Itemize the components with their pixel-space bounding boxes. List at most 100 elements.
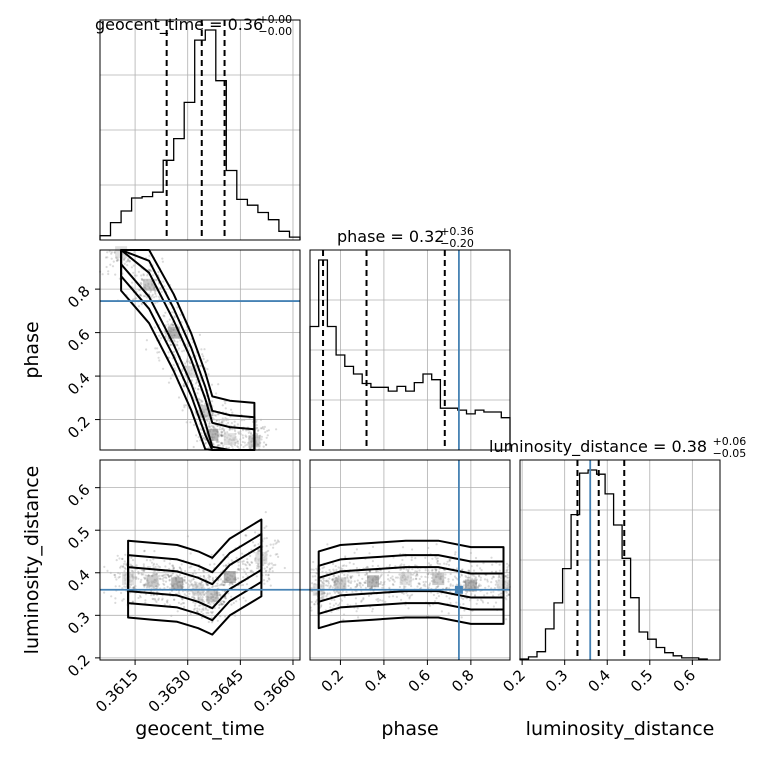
sample-point <box>343 564 346 567</box>
sample-point <box>505 618 508 621</box>
sample-point <box>505 570 508 573</box>
sample-point <box>363 581 366 584</box>
sample-point <box>213 414 216 417</box>
sample-point <box>346 577 349 580</box>
sample-point <box>185 594 188 597</box>
sample-point <box>122 565 125 568</box>
sample-point <box>204 441 207 444</box>
sample-point <box>183 349 186 352</box>
sample-point <box>208 422 211 425</box>
sample-point <box>432 593 435 597</box>
density-cell <box>464 579 477 592</box>
sample-point <box>332 575 335 578</box>
sample-point <box>217 383 220 386</box>
sample-point <box>197 595 200 599</box>
sample-points-layer <box>99 249 511 629</box>
sample-point <box>454 551 457 554</box>
sample-point <box>354 586 357 589</box>
sample-point <box>164 311 167 314</box>
sample-point <box>155 279 158 282</box>
sample-point <box>137 305 141 308</box>
sample-point <box>209 575 212 578</box>
title-upper-error: +0.00 <box>258 13 292 26</box>
sample-point <box>449 558 452 561</box>
sample-point <box>460 573 463 576</box>
sample-point <box>141 569 144 572</box>
sample-point <box>337 592 340 595</box>
sample-point <box>161 597 164 600</box>
sample-point <box>219 602 222 605</box>
sample-point <box>180 563 183 566</box>
sample-point <box>220 421 223 424</box>
sample-point <box>199 399 203 402</box>
sample-point <box>349 575 352 578</box>
sample-point <box>334 591 337 594</box>
sample-point <box>193 604 196 607</box>
sample-point <box>161 257 164 260</box>
sample-point <box>188 584 191 587</box>
sample-point <box>140 274 143 277</box>
sample-point <box>466 576 470 579</box>
sample-point <box>267 563 270 566</box>
sample-point <box>506 574 509 577</box>
sample-point <box>221 420 224 423</box>
sample-point <box>387 574 390 577</box>
sample-point <box>131 600 134 603</box>
sample-point <box>504 596 507 599</box>
sample-point <box>149 270 152 273</box>
sample-point <box>245 435 248 438</box>
sample-point <box>212 602 215 605</box>
sample-point <box>169 343 172 346</box>
sample-point <box>177 396 181 399</box>
sample-point <box>116 257 119 260</box>
sample-point <box>188 360 191 363</box>
sample-point <box>222 553 225 557</box>
sample-point <box>246 567 249 570</box>
sample-point <box>353 551 356 554</box>
sample-point <box>242 596 245 600</box>
sample-point <box>206 419 209 422</box>
sample-point <box>264 573 268 576</box>
sample-point <box>331 562 335 566</box>
sample-point <box>189 421 192 424</box>
sample-point <box>275 541 279 544</box>
sample-point <box>169 344 172 347</box>
sample-point <box>154 347 157 350</box>
sample-point <box>258 565 261 568</box>
panel-frame <box>519 459 721 661</box>
sample-point <box>192 577 195 581</box>
sample-point <box>460 596 463 600</box>
sample-point <box>435 568 438 572</box>
sample-point <box>153 326 156 329</box>
sample-point <box>202 357 205 361</box>
sample-point <box>447 563 451 567</box>
sample-point <box>243 441 246 444</box>
sample-point <box>197 598 200 601</box>
sample-point <box>337 604 340 607</box>
sample-point <box>237 577 240 580</box>
sample-point <box>472 569 476 572</box>
sample-point <box>255 426 258 429</box>
sample-point <box>477 585 480 588</box>
sample-point <box>214 414 218 417</box>
sample-point <box>170 323 173 326</box>
sample-point <box>435 568 438 572</box>
sample-point <box>140 302 143 305</box>
sample-point <box>172 566 175 569</box>
sample-point <box>345 564 348 568</box>
sample-point <box>147 565 150 569</box>
sample-point <box>123 566 126 570</box>
sample-point <box>491 577 494 580</box>
sample-point <box>154 291 157 294</box>
sample-point <box>459 584 462 587</box>
sample-point <box>265 443 268 446</box>
sample-point <box>137 596 140 600</box>
sample-point <box>237 432 241 435</box>
sample-point <box>222 434 225 437</box>
sample-point <box>495 580 498 583</box>
sample-point <box>322 595 325 598</box>
sample-point <box>217 443 220 447</box>
sample-point <box>360 600 363 603</box>
sample-point <box>417 582 420 585</box>
sample-point <box>163 285 166 288</box>
